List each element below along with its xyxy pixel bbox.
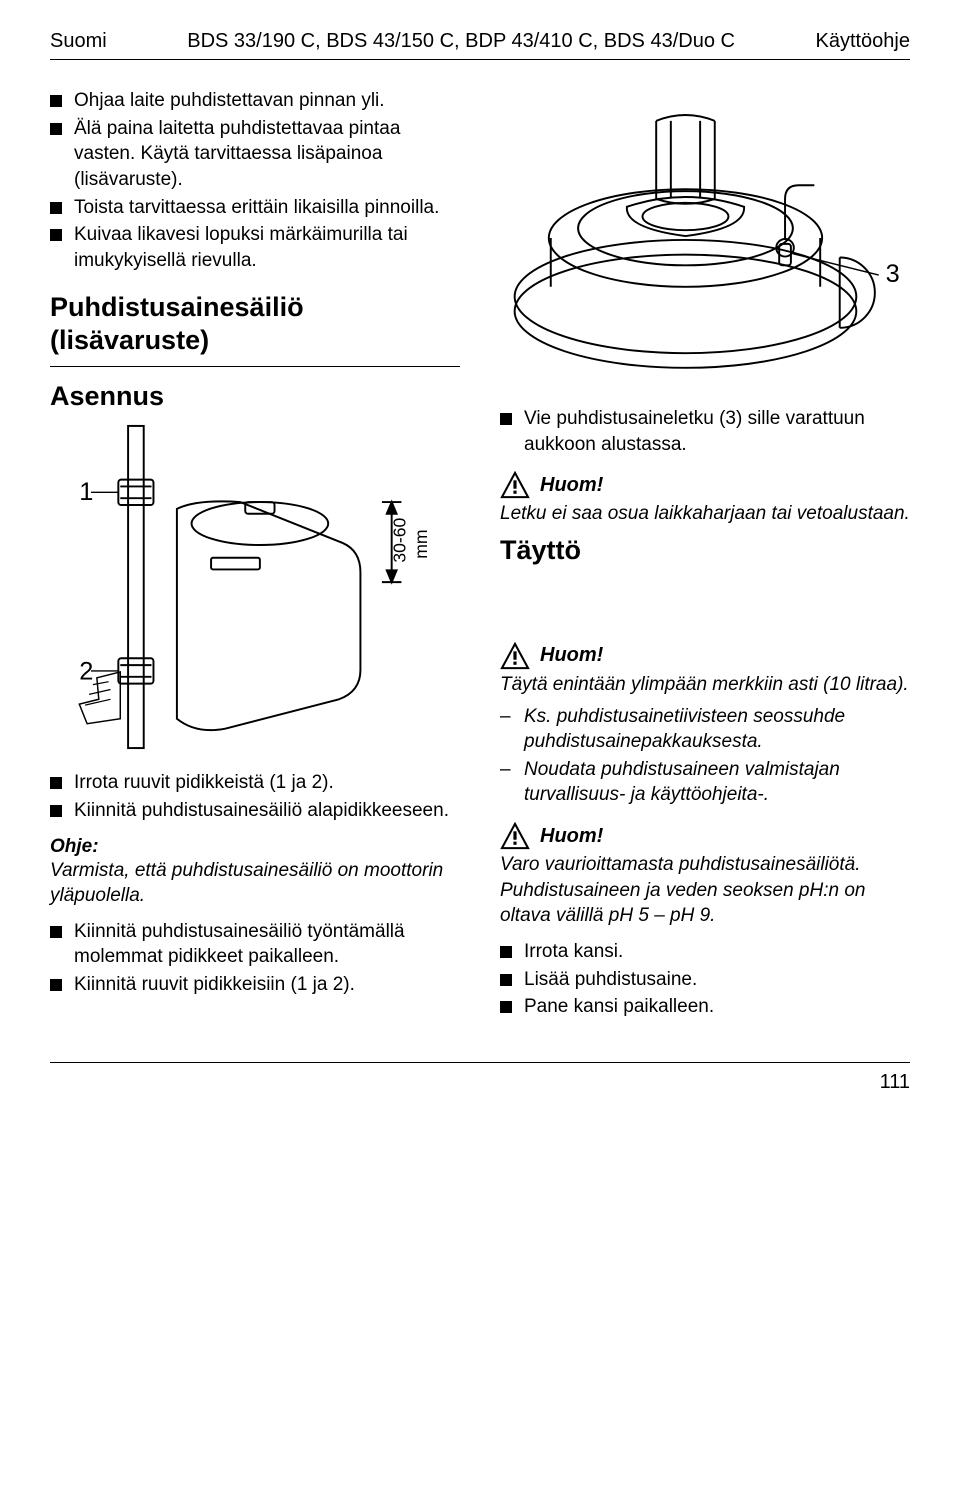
subsection-assembly: Asennus <box>50 381 460 412</box>
warning-icon <box>500 822 530 850</box>
list-item: Noudata puhdistusaineen valmistajan turv… <box>500 757 910 808</box>
list-item: Ks. puhdistusainetiivisteen seossuhde pu… <box>500 704 910 755</box>
callout-3: 3 <box>886 260 900 288</box>
dimension-label: 30-60 <box>389 518 409 563</box>
list-item: Pane kansi paikalleen. <box>500 994 910 1020</box>
huom2-dash-list: Ks. puhdistusainetiivisteen seossuhde pu… <box>500 704 910 809</box>
list-item: Älä paina laitetta puhdistettavaa pintaa… <box>50 116 460 193</box>
warning-icon <box>500 471 530 499</box>
after-fig-bullets-right: Vie puhdistusaineletku (3) sille varattu… <box>500 406 910 457</box>
huom2-label: Huom! <box>540 644 603 667</box>
section-title-line2: (lisävaruste) <box>50 325 209 355</box>
section-title-tank: Puhdistusainesäiliö (lisävaruste) <box>50 291 460 356</box>
list-item: Kiinnitä puhdistusainesäiliö työntämällä… <box>50 919 460 970</box>
header-doctype: Käyttöohje <box>815 30 910 53</box>
list-item: Irrota kansi. <box>500 939 910 965</box>
list-item: Lisää puhdistusaine. <box>500 967 910 993</box>
huom1-text: Letku ei saa osua laikkaharjaan tai veto… <box>500 501 910 527</box>
intro-bullet-list: Ohjaa laite puhdistettavan pinnan yli. Ä… <box>50 88 460 273</box>
huom2-text: Täytä enintään ylimpään merkkiin asti (1… <box>500 672 910 698</box>
left-column: Ohjaa laite puhdistettavan pinnan yli. Ä… <box>50 88 460 1022</box>
subsection-fill: Täyttö <box>500 535 910 566</box>
section-title-line1: Puhdistusainesäiliö <box>50 292 304 322</box>
ohje-label: Ohje: <box>50 836 99 857</box>
huom1-label: Huom! <box>540 474 603 497</box>
page-number: 111 <box>50 1071 910 1094</box>
final-bullets-left: Kiinnitä puhdistusainesäiliö työntämällä… <box>50 919 460 998</box>
list-item: Ohjaa laite puhdistettavan pinnan yli. <box>50 88 460 114</box>
figure-base: 3 <box>500 88 910 388</box>
callout-2: 2 <box>79 658 93 686</box>
header-language: Suomi <box>50 30 107 53</box>
list-item: Toista tarvittaessa erittäin likaisilla … <box>50 195 460 221</box>
after-fig-bullets-left: Irrota ruuvit pidikkeistä (1 ja 2). Kiin… <box>50 770 460 823</box>
header-models: BDS 33/190 C, BDS 43/150 C, BDP 43/410 C… <box>187 30 735 53</box>
huom3-text: Varo vaurioittamasta puhdistusainesäiliö… <box>500 852 910 929</box>
final-bullets-right: Irrota kansi. Lisää puhdistusaine. Pane … <box>500 939 910 1020</box>
huom3-row: Huom! <box>500 822 910 850</box>
divider <box>50 366 460 367</box>
list-item: Irrota ruuvit pidikkeistä (1 ja 2). <box>50 770 460 796</box>
list-item: Kiinnitä ruuvit pidikkeisiin (1 ja 2). <box>50 972 460 998</box>
list-item: Kiinnitä puhdistusainesäiliö alapidikkee… <box>50 798 460 824</box>
huom1-row: Huom! <box>500 471 910 499</box>
figure-assembly: 1 2 30-60 mm <box>50 422 460 752</box>
ohje-text: Varmista, että puhdistusainesäiliö on mo… <box>50 858 460 909</box>
right-column: 3 Vie puhdistusaineletku (3) sille varat… <box>500 88 910 1022</box>
huom2-row: Huom! <box>500 642 910 670</box>
warning-icon <box>500 642 530 670</box>
huom3-label: Huom! <box>540 825 603 848</box>
dimension-unit: mm <box>411 530 431 559</box>
list-item: Kuivaa likavesi lopuksi märkäimurilla ta… <box>50 222 460 273</box>
list-item: Vie puhdistusaineletku (3) sille varattu… <box>500 406 910 457</box>
page-footer: 111 <box>50 1062 910 1094</box>
page-header: Suomi BDS 33/190 C, BDS 43/150 C, BDP 43… <box>50 30 910 60</box>
